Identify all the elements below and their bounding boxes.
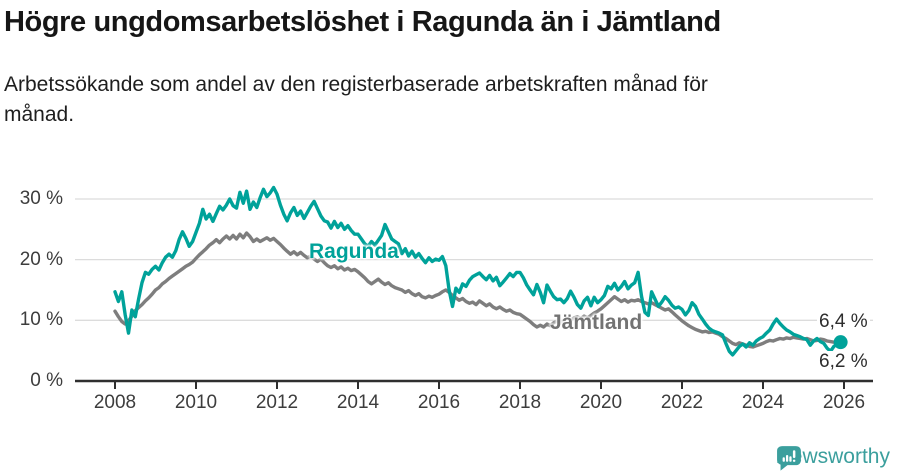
chart-subtitle: Arbetssökande som andel av den registerb… <box>4 73 708 127</box>
y-tick-label: 10 % <box>19 309 63 331</box>
x-tick-label: 2022 <box>660 392 704 413</box>
chart-title: Högre ungdomsarbetslöshet i Ragunda än i… <box>4 6 721 38</box>
x-tick-label: 2020 <box>579 392 623 413</box>
brand-name: Newsworthy <box>775 445 890 468</box>
series-label-jamtland: Jämtland <box>550 311 643 334</box>
newsworthy-logo: Newsworthy <box>775 445 890 471</box>
x-tick-label: 2016 <box>417 392 461 413</box>
x-tick-label: 2018 <box>498 392 542 413</box>
x-tick-label: 2010 <box>174 392 218 413</box>
ragunda-line <box>113 185 843 357</box>
x-tick-label: 2026 <box>822 392 866 413</box>
x-tick-label: 2014 <box>336 392 380 413</box>
y-tick-label: 30 % <box>19 187 63 209</box>
x-tick-label: 2008 <box>93 392 137 413</box>
y-tick-label: 0 % <box>30 370 63 391</box>
y-tick-label: 20 % <box>19 248 63 270</box>
bar-chart-speech-bubble-icon <box>776 446 801 471</box>
x-tick-label: 2024 <box>741 392 785 413</box>
x-tick-label: 2012 <box>255 392 299 413</box>
end-value-label-ragunda: 6,4 % <box>817 311 870 333</box>
end-value-label-jamtland: 6,2 % <box>817 351 870 373</box>
jämtland-line <box>113 231 843 349</box>
series-end-dot <box>833 335 848 350</box>
series-label-ragunda: Ragunda <box>309 240 399 263</box>
